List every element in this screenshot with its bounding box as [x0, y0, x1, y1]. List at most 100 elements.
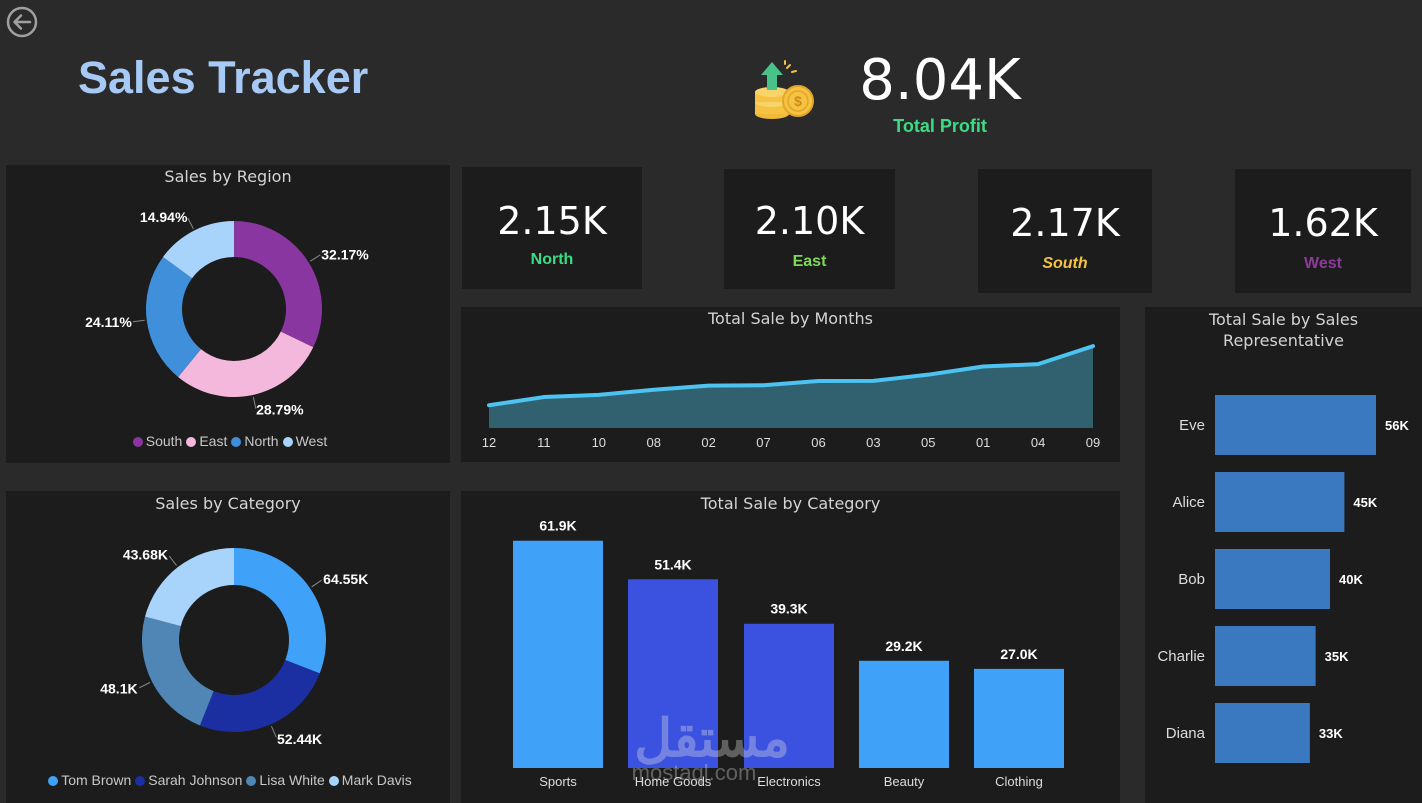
x-tick-label: 02: [701, 435, 715, 450]
sales-by-category-panel[interactable]: Sales by Category 64.55K 52.44K 48.1K 43.68…: [6, 491, 450, 803]
chart-legend[interactable]: South East North West: [6, 433, 450, 449]
y-tick-label: Charlie: [1157, 648, 1205, 665]
category-bar-chart[interactable]: 61.9K Sports 51.4K Home Goods 39.3K Electroni…: [461, 491, 1120, 803]
legend-item[interactable]: Mark Davis: [341, 772, 412, 788]
data-label: 24.11%: [85, 314, 132, 330]
sale-by-category-bar-panel[interactable]: Total Sale by Category 61.9K Sports 51.4K H…: [461, 491, 1120, 803]
legend-item[interactable]: Lisa White: [259, 772, 325, 788]
data-label: 52.44K: [277, 731, 322, 747]
x-tick-label: Clothing: [995, 774, 1043, 789]
leader-line: [168, 555, 177, 566]
legend-dot: [186, 437, 197, 447]
series-line: [487, 344, 1095, 408]
y-tick-label: Alice: [1172, 494, 1205, 511]
donut-slice[interactable]: [199, 659, 320, 732]
data-label: 35K: [1325, 649, 1349, 664]
data-label: 39.3K: [770, 601, 807, 617]
leader-line: [139, 681, 151, 689]
x-tick-label: 10: [592, 435, 606, 450]
months-area-chart[interactable]: 12 11 10 08 02 07 06 03 05 01 04 09: [461, 307, 1120, 462]
bar[interactable]: [628, 579, 718, 768]
legend-dot: [246, 776, 257, 786]
bar[interactable]: [859, 660, 949, 768]
bar[interactable]: [1215, 472, 1345, 532]
donut-slice[interactable]: [141, 616, 214, 726]
bar[interactable]: [1215, 703, 1310, 763]
data-label: 27.0K: [1000, 646, 1037, 662]
kpi-value: 2.17K: [1010, 201, 1120, 245]
x-tick-label: Home Goods: [635, 774, 712, 789]
legend-item[interactable]: West: [295, 433, 328, 449]
chart-title: Sales by Region: [164, 167, 292, 186]
legend-item[interactable]: South: [145, 433, 183, 449]
legend-item[interactable]: Sarah Johnson: [148, 772, 243, 788]
sales-rep-panel[interactable]: Total Sale by Sales Representative Eve 56…: [1145, 307, 1422, 803]
chart-title: Total Sale by Sales Representative: [1208, 310, 1359, 350]
legend-dot: [132, 437, 143, 447]
x-tick-label: Sports: [539, 774, 577, 789]
sales-by-region-panel[interactable]: Sales by Region 32.17% 28.79% 24.11% 14.94%…: [6, 165, 450, 463]
total-profit-label: Total Profit: [893, 116, 987, 136]
x-tick-label: 06: [811, 435, 825, 450]
kpi-value: 2.15K: [497, 199, 607, 243]
svg-text:mostaql.com: mostaql.com: [632, 760, 757, 785]
data-label: 28.79%: [256, 402, 304, 418]
bar[interactable]: [1215, 626, 1316, 686]
total-profit-value: 8.04K: [859, 48, 1021, 113]
kpi-card-south: 2.17K South: [978, 169, 1152, 293]
sales-by-months-panel[interactable]: Total Sale by Months 12 11 10 08 02 07 06 03 05 0…: [461, 307, 1120, 462]
x-tick-label: 12: [482, 435, 496, 450]
legend-item[interactable]: East: [199, 433, 228, 449]
coins-growth-icon: $: [752, 60, 816, 122]
page-title: Sales Tracker: [78, 52, 369, 103]
kpi-card-west: 1.62K West: [1235, 169, 1411, 293]
leader-line: [270, 726, 277, 738]
legend-item[interactable]: North: [244, 433, 279, 449]
back-arrow-icon[interactable]: [6, 6, 38, 38]
leader-line: [309, 254, 321, 262]
reps-bar-chart[interactable]: Eve 56K Alice 45K Bob 40K Charlie 35K Diana 33K: [1145, 307, 1422, 803]
donut-slice[interactable]: [178, 331, 314, 397]
data-label: 64.55K: [323, 571, 368, 587]
x-tick-label: 05: [921, 435, 935, 450]
legend-dot: [231, 437, 242, 447]
category-donut-chart[interactable]: 64.55K 52.44K 48.1K 43.68K: [6, 491, 450, 803]
donut-slice[interactable]: [234, 221, 323, 348]
donut-slice[interactable]: [145, 548, 234, 627]
svg-text:$: $: [794, 93, 802, 109]
legend-dot: [282, 437, 293, 447]
donut-slice[interactable]: [234, 548, 327, 674]
region-donut-chart[interactable]: 32.17% 28.79% 24.11% 14.94%: [6, 165, 450, 463]
x-tick-label: 03: [866, 435, 880, 450]
data-label: 56K: [1385, 418, 1409, 433]
x-tick-label: 04: [1031, 435, 1045, 450]
bar[interactable]: [744, 623, 834, 768]
bar[interactable]: [1215, 549, 1330, 609]
watermark-logo: مستقل mostaql.com: [622, 700, 802, 790]
data-label: 48.1K: [100, 681, 137, 697]
area-fill: [489, 346, 1093, 428]
chart-title: Sales by Category: [155, 494, 301, 513]
legend-dot: [328, 776, 339, 786]
kpi-label: South: [1042, 255, 1088, 272]
data-label: 51.4K: [654, 556, 691, 572]
kpi-card-east: 2.10K East: [724, 169, 895, 289]
data-label: 32.17%: [321, 246, 369, 262]
chart-legend[interactable]: Tom Brown Sarah Johnson Lisa White Mark Dav…: [6, 772, 450, 788]
kpi-label: East: [792, 253, 827, 270]
bar[interactable]: [1215, 395, 1376, 455]
legend-dot: [48, 776, 59, 786]
data-label: 40K: [1339, 572, 1363, 587]
legend-item[interactable]: Tom Brown: [61, 772, 132, 788]
x-tick-label: 01: [976, 435, 990, 450]
bar[interactable]: [974, 668, 1064, 768]
x-tick-label: 11: [537, 435, 551, 450]
x-tick-label: Electronics: [757, 774, 821, 789]
leader-line: [132, 319, 145, 323]
data-label: 43.68K: [123, 547, 168, 563]
donut-slice[interactable]: [145, 257, 201, 377]
chart-title: Total Sale by Category: [700, 494, 881, 513]
bar[interactable]: [513, 540, 603, 768]
donut-slice[interactable]: [163, 221, 234, 279]
kpi-label: North: [530, 251, 574, 268]
